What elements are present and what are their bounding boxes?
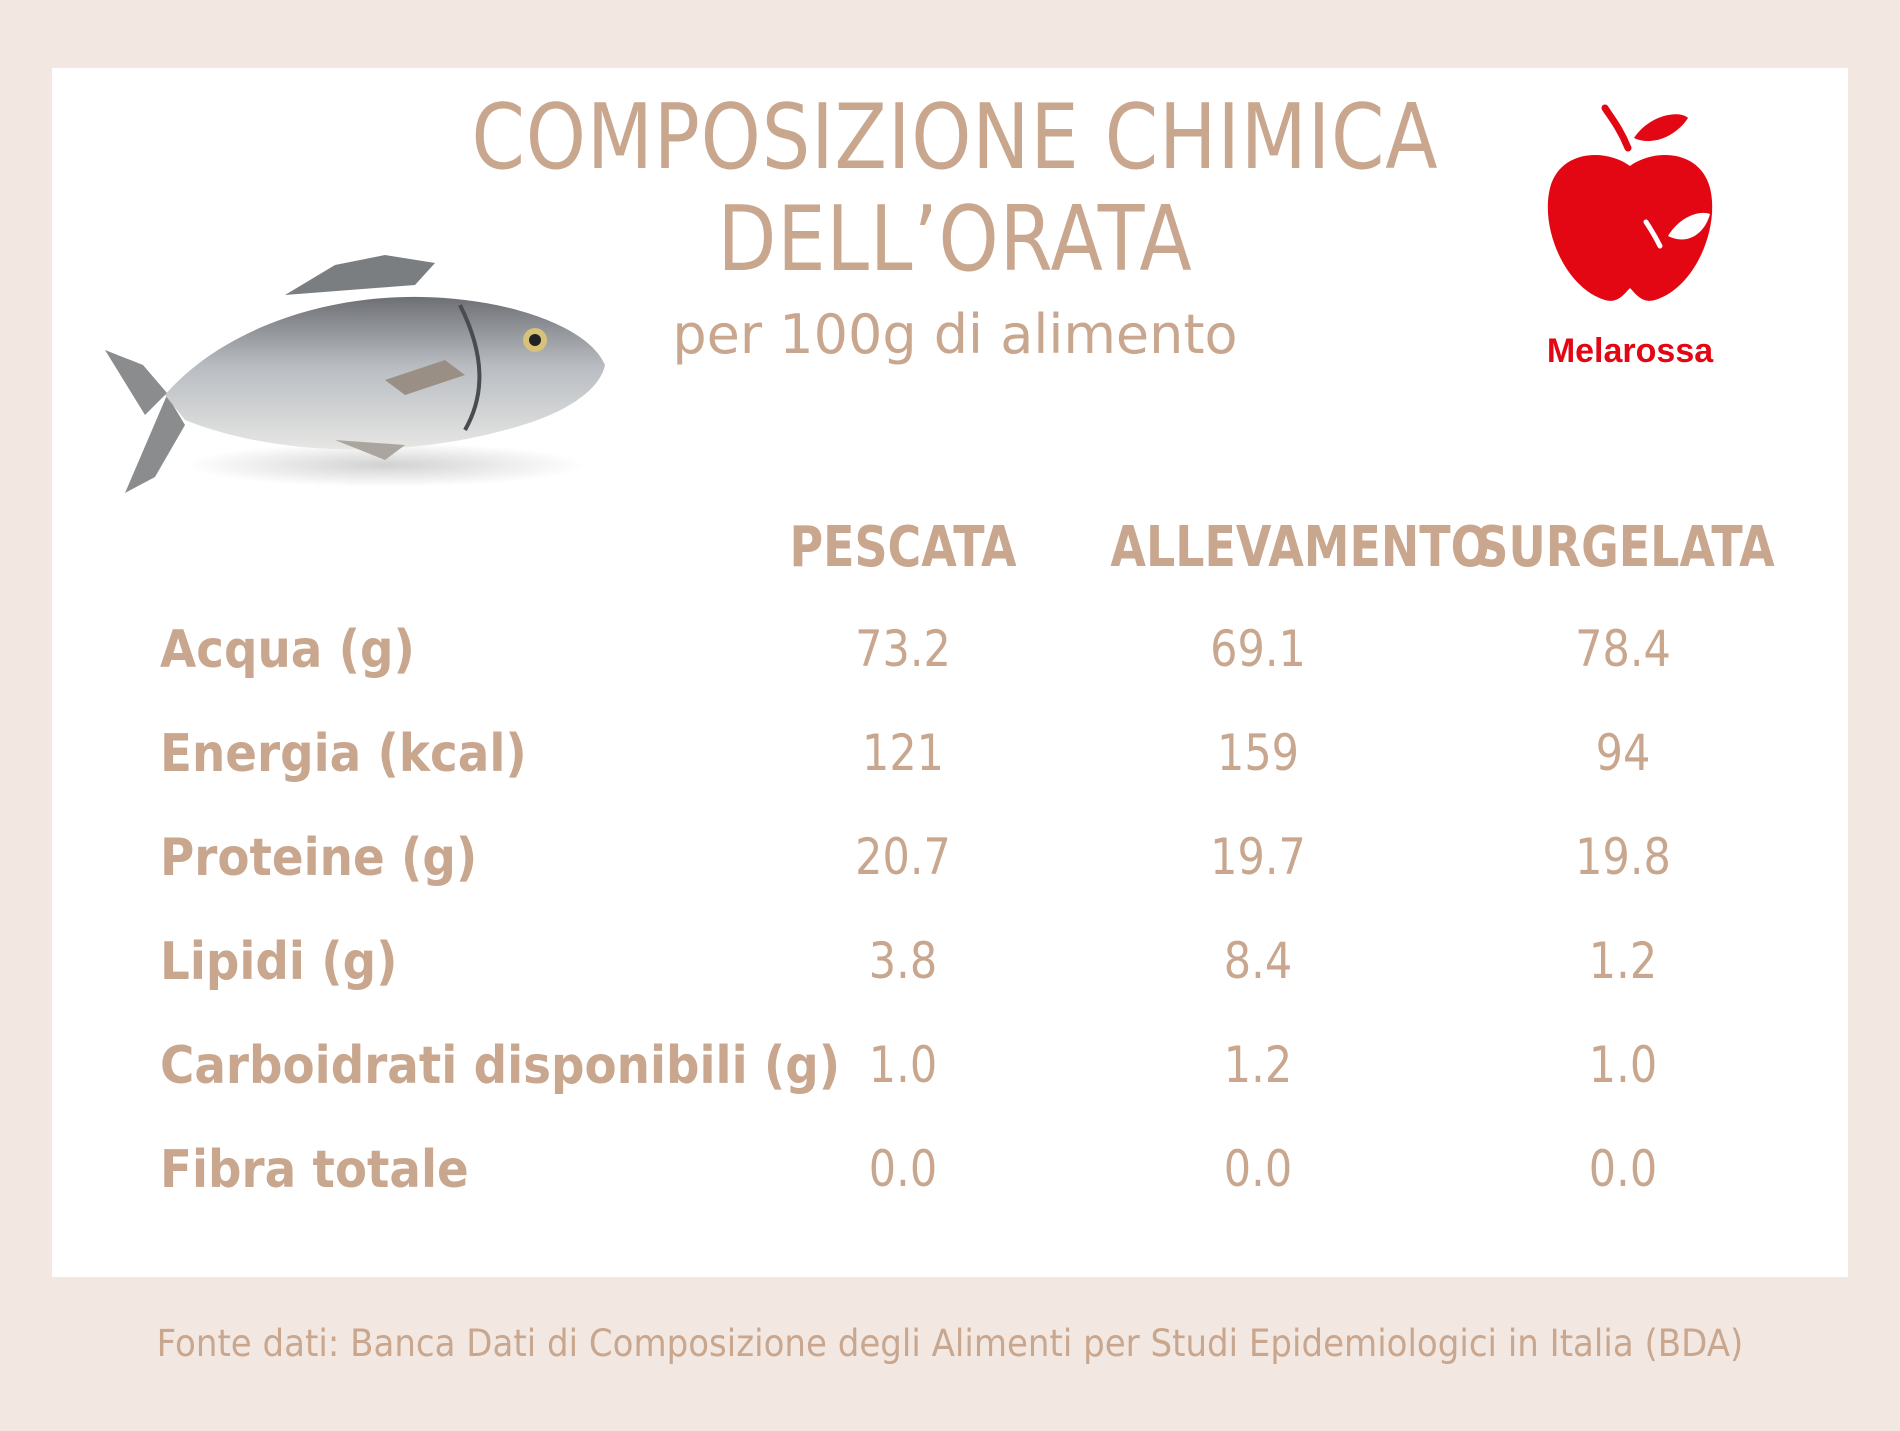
page-title-line1: COMPOSIZIONE CHIMICA — [471, 85, 1439, 190]
row-label: Proteine (g) — [160, 828, 478, 888]
cell-value: 0.0 — [1588, 1140, 1658, 1198]
cell-value: 1.2 — [1588, 932, 1658, 990]
apple-icon — [1547, 104, 1713, 301]
row-label: Energia (kcal) — [160, 724, 527, 784]
sea-bream-fish-image — [105, 255, 605, 493]
cell-value: 20.7 — [855, 828, 951, 886]
row-label: Fibra totale — [160, 1140, 469, 1200]
cell-value: 3.8 — [868, 932, 938, 990]
data-source-footnote: Fonte dati: Banca Dati di Composizione d… — [156, 1322, 1744, 1365]
row-label: Lipidi (g) — [160, 932, 398, 992]
column-header-surgelata: SURGELATA — [1475, 515, 1775, 580]
cell-value: 78.4 — [1575, 620, 1671, 678]
cell-value: 1.0 — [868, 1036, 938, 1094]
row-label: Acqua (g) — [160, 620, 415, 680]
column-header-allevamento: ALLEVAMENTO — [1110, 515, 1490, 580]
cell-value: 19.8 — [1575, 828, 1671, 886]
cell-value: 0.0 — [1223, 1140, 1293, 1198]
cell-value: 19.7 — [1210, 828, 1306, 886]
cell-value: 0.0 — [868, 1140, 938, 1198]
cell-value: 159 — [1216, 724, 1300, 782]
cell-value: 121 — [861, 724, 945, 782]
column-header-pescata: PESCATA — [789, 515, 1017, 580]
page-subtitle: per 100g di alimento — [672, 303, 1238, 366]
page-title-line2: DELL’ORATA — [717, 187, 1193, 292]
cell-value: 8.4 — [1223, 932, 1293, 990]
cell-value: 1.2 — [1223, 1036, 1293, 1094]
brand-logo: Melarossa — [1510, 88, 1750, 378]
cell-value: 94 — [1595, 724, 1651, 782]
cell-value: 1.0 — [1588, 1036, 1658, 1094]
row-label: Carboidrati disponibili (g) — [160, 1036, 841, 1096]
brand-name: Melarossa — [1546, 332, 1714, 370]
cell-value: 73.2 — [855, 620, 951, 678]
cell-value: 69.1 — [1210, 620, 1306, 678]
